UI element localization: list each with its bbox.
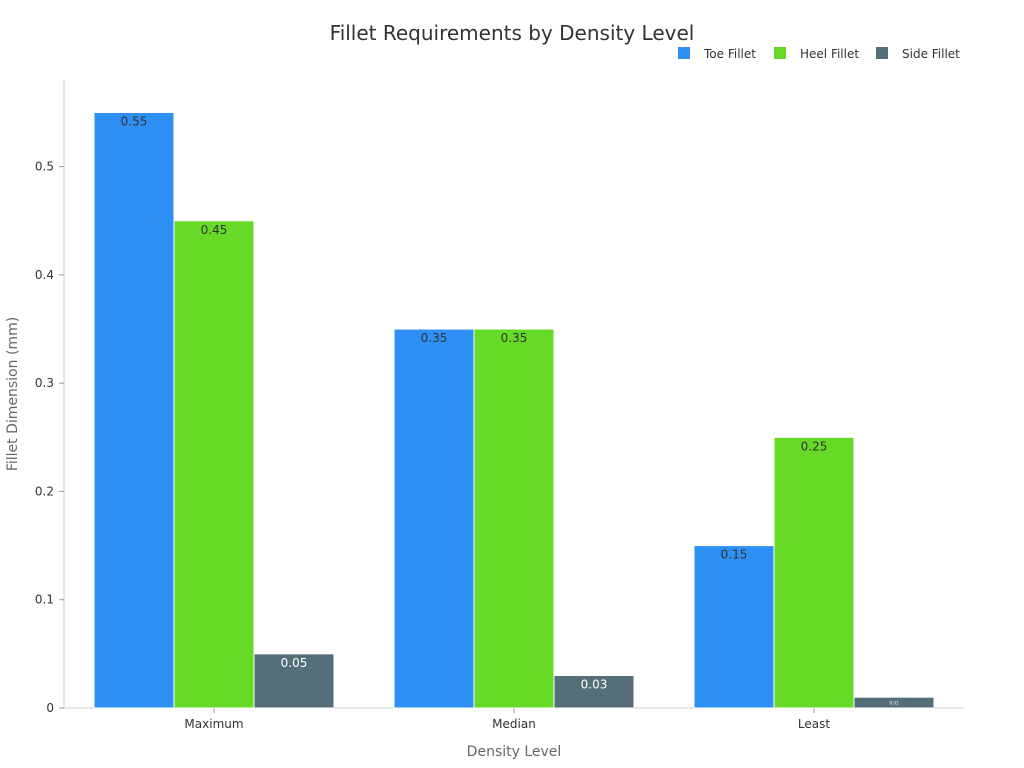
y-tick-label: 0.4 — [35, 268, 54, 282]
y-tick-label: 0 — [46, 701, 54, 715]
y-tick-label: 0.2 — [35, 484, 54, 498]
bar-toe-fillet-maximum[interactable] — [93, 111, 175, 709]
data-label-side-fillet-least: 0.01 — [890, 701, 899, 706]
y-tick-label: 0.1 — [35, 593, 54, 607]
y-tick-label: 0.3 — [35, 376, 54, 390]
legend-label: Toe Fillet — [703, 47, 756, 61]
bar-heel-fillet-maximum[interactable] — [173, 220, 255, 709]
data-label-heel-fillet-median: 0.35 — [501, 331, 528, 345]
legend: Toe Fillet Heel Fillet Side Fillet — [678, 47, 960, 61]
chart-title: Fillet Requirements by Density Level — [330, 21, 695, 45]
bar-heel-fillet-median[interactable] — [473, 328, 555, 709]
bar-side-fillet-median[interactable] — [553, 675, 635, 709]
legend-item-toe-fillet[interactable]: Toe Fillet — [678, 47, 756, 61]
y-tick-label: 0.5 — [35, 160, 54, 174]
legend-label: Side Fillet — [902, 47, 960, 61]
data-label-heel-fillet-maximum: 0.45 — [201, 223, 228, 237]
data-label-side-fillet-median: 0.03 — [581, 678, 608, 692]
x-axis-title: Density Level — [467, 744, 562, 760]
bar-side-fillet-least[interactable] — [853, 696, 935, 709]
data-label-heel-fillet-least: 0.25 — [801, 439, 828, 453]
legend-item-heel-fillet[interactable]: Heel Fillet — [774, 47, 859, 61]
bar-side-fillet-maximum[interactable] — [253, 653, 335, 709]
data-label-toe-fillet-maximum: 0.55 — [121, 114, 148, 128]
x-tick-label: Least — [798, 717, 830, 731]
bars: 0.55 0.45 0.05 0.35 0.35 0.03 0.15 0.25 0.01 — [93, 111, 935, 709]
legend-item-side-fillet[interactable]: Side Fillet — [876, 47, 960, 61]
data-label-side-fillet-maximum: 0.05 — [281, 656, 308, 670]
bar-toe-fillet-median[interactable] — [393, 328, 475, 709]
bar-heel-fillet-least[interactable] — [773, 436, 855, 709]
legend-label: Heel Fillet — [800, 47, 859, 61]
x-tick-label: Median — [492, 717, 536, 731]
legend-swatch — [678, 47, 690, 59]
legend-swatch — [876, 47, 888, 59]
data-label-toe-fillet-least: 0.15 — [721, 548, 748, 562]
bar-toe-fillet-least[interactable] — [693, 545, 775, 709]
y-axis-title: Fillet Dimension (mm) — [5, 317, 21, 471]
legend-swatch — [774, 47, 786, 59]
data-label-toe-fillet-median: 0.35 — [421, 331, 448, 345]
x-tick-label: Maximum — [184, 717, 243, 731]
